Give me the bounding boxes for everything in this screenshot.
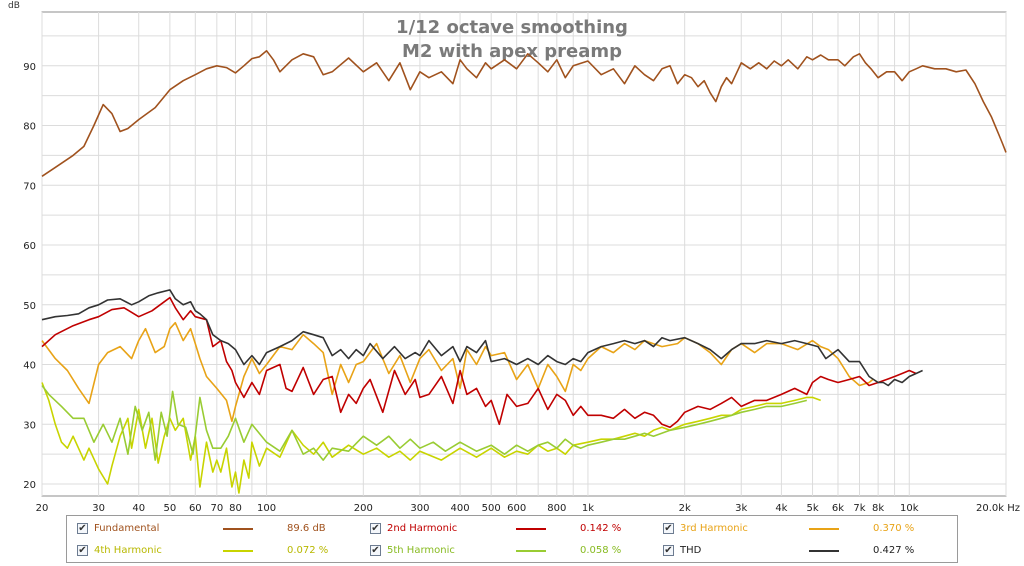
checkbox-fundamental[interactable]: ✔ <box>77 523 88 534</box>
series-line-2nd-harmonic <box>41 296 917 429</box>
legend-label: THD <box>680 545 702 556</box>
legend-label: 5th Harmonic <box>387 545 455 556</box>
series-line-thd <box>41 289 923 387</box>
series-group <box>41 50 1007 494</box>
x-tick-label: 7k <box>853 503 865 514</box>
x-tick-label: 40 <box>132 503 145 514</box>
grid-lines <box>41 12 1007 496</box>
checkbox-4th-harmonic[interactable]: ✔ <box>77 545 88 556</box>
legend-item-thd[interactable]: ✔ THD 0.427 % <box>663 542 933 560</box>
legend-label: 2nd Harmonic <box>387 523 458 534</box>
legend-swatch <box>809 528 839 530</box>
x-tick-label: 100 <box>257 503 276 514</box>
legend-item-2nd-harmonic[interactable]: ✔ 2nd Harmonic 0.142 % <box>370 520 640 538</box>
legend-swatch <box>516 550 546 552</box>
x-tick-label: 200 <box>354 503 373 514</box>
x-tick-label: 20.0k Hz <box>976 503 1020 514</box>
y-axis: 20 30 40 50 60 70 80 90 <box>23 62 36 491</box>
legend-item-fundamental[interactable]: ✔ Fundamental 89.6 dB <box>77 520 347 538</box>
legend-item-4th-harmonic[interactable]: ✔ 4th Harmonic 0.072 % <box>77 542 347 560</box>
y-tick-label: 80 <box>23 122 36 133</box>
x-tick-label: 20 <box>36 503 49 514</box>
x-tick-label: 600 <box>507 503 526 514</box>
x-tick-label: 800 <box>547 503 566 514</box>
rew-distortion-chart: 20 30 40 50 60 70 80 100 200 300 400 500 600 800 1k 2k 3… <box>8 1 1020 514</box>
series-line-5th-harmonic <box>41 385 807 461</box>
x-tick-label: 10k <box>900 503 919 514</box>
series-line-fundamental <box>41 50 1007 177</box>
legend-value: 0.370 % <box>873 523 915 534</box>
x-tick-label: 8k <box>872 503 884 514</box>
legend-swatch <box>809 550 839 552</box>
x-tick-label: 2k <box>679 503 691 514</box>
legend-label: Fundamental <box>94 523 160 534</box>
plot-area <box>41 11 1007 497</box>
y-tick-label: 90 <box>23 62 36 73</box>
x-axis: 20 30 40 50 60 70 80 100 200 300 400 500 600 800 1k 2k 3… <box>36 503 1020 514</box>
legend-swatch <box>223 550 253 552</box>
checkbox-3rd-harmonic[interactable]: ✔ <box>663 523 674 534</box>
y-tick-label: 50 <box>23 301 36 312</box>
series-line-4th-harmonic <box>41 382 821 494</box>
checkbox-5th-harmonic[interactable]: ✔ <box>370 545 381 556</box>
legend-value: 0.142 % <box>580 523 622 534</box>
legend-label: 4th Harmonic <box>94 545 162 556</box>
x-tick-label: 60 <box>189 503 202 514</box>
x-tick-label: 30 <box>92 503 105 514</box>
legend-swatch <box>516 528 546 530</box>
x-tick-label: 50 <box>164 503 177 514</box>
chart-title: 1/12 octave smoothing <box>396 17 628 38</box>
y-tick-label: 40 <box>23 361 36 372</box>
legend-value: 89.6 dB <box>287 523 326 534</box>
y-axis-label: dB <box>8 1 20 11</box>
y-tick-label: 60 <box>23 241 36 252</box>
chart-subtitle: M2 with apex preamp <box>402 41 622 62</box>
x-tick-label: 400 <box>451 503 470 514</box>
legend-label: 3rd Harmonic <box>680 523 748 534</box>
x-tick-label: 300 <box>410 503 429 514</box>
legend-value: 0.058 % <box>580 545 622 556</box>
y-tick-label: 30 <box>23 420 36 431</box>
x-tick-label: 70 <box>210 503 223 514</box>
legend-value: 0.072 % <box>287 545 329 556</box>
y-tick-label: 20 <box>23 480 36 491</box>
y-tick-label: 70 <box>23 181 36 192</box>
series-line-3rd-harmonic <box>41 321 874 423</box>
x-tick-label: 6k <box>832 503 844 514</box>
checkbox-2nd-harmonic[interactable]: ✔ <box>370 523 381 534</box>
legend-value: 0.427 % <box>873 545 915 556</box>
x-tick-label: 4k <box>775 503 787 514</box>
x-tick-label: 500 <box>482 503 501 514</box>
legend-item-5th-harmonic[interactable]: ✔ 5th Harmonic 0.058 % <box>370 542 640 560</box>
checkbox-thd[interactable]: ✔ <box>663 545 674 556</box>
x-tick-label: 1k <box>582 503 594 514</box>
x-tick-label: 3k <box>735 503 747 514</box>
legend-item-3rd-harmonic[interactable]: ✔ 3rd Harmonic 0.370 % <box>663 520 933 538</box>
x-tick-label: 80 <box>229 503 242 514</box>
legend: ✔ Fundamental 89.6 dB ✔ 2nd Harmonic 0.1… <box>66 515 958 563</box>
x-tick-label: 5k <box>806 503 818 514</box>
legend-swatch <box>223 528 253 530</box>
